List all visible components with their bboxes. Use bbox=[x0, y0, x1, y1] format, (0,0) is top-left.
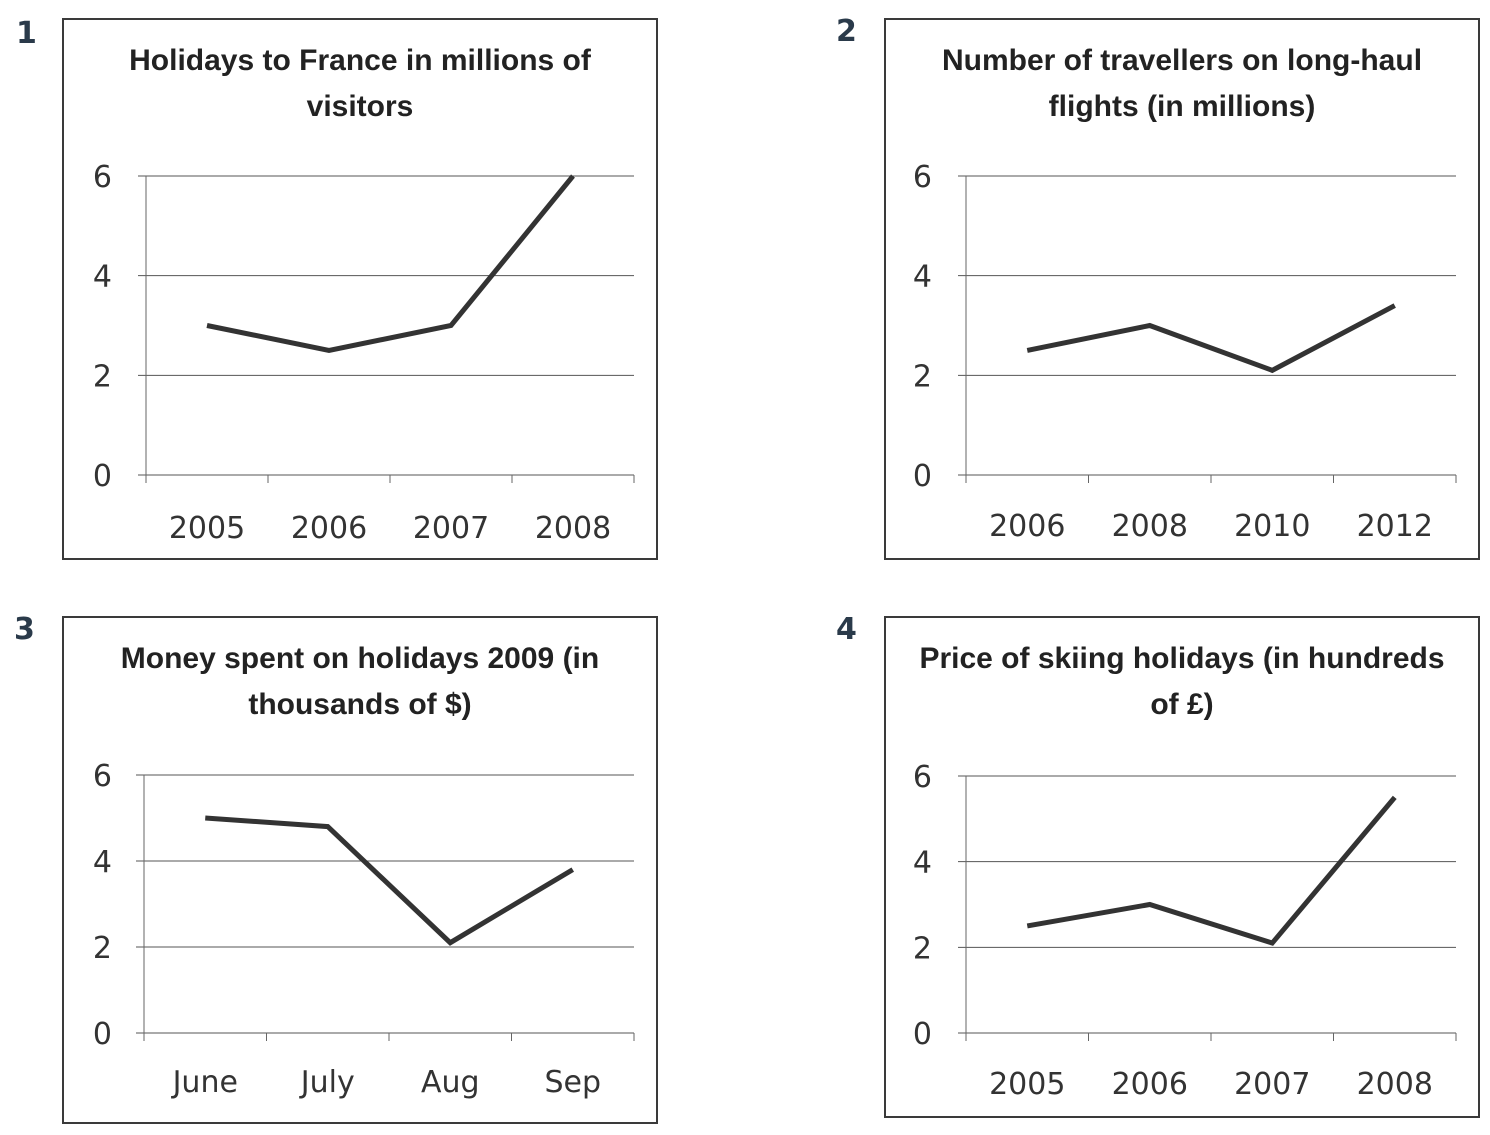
y-tick-label: 4 bbox=[913, 846, 932, 881]
chart-panel: Holidays to France in millions of visito… bbox=[62, 18, 658, 560]
chart-number: 4 bbox=[836, 612, 857, 647]
y-tick-label: 2 bbox=[913, 359, 932, 394]
x-tick-label: 2007 bbox=[413, 511, 489, 546]
x-tick-label: 2007 bbox=[1234, 1067, 1310, 1102]
chart-number: 2 bbox=[836, 14, 857, 49]
x-tick-label: 2005 bbox=[989, 1067, 1065, 1102]
x-tick-label: Sep bbox=[544, 1065, 601, 1100]
x-tick-label: 2008 bbox=[535, 511, 611, 546]
chart-title: Price of skiing holidays (in hundreds of… bbox=[919, 642, 1445, 721]
x-tick-label: Aug bbox=[421, 1065, 480, 1100]
y-tick-label: 4 bbox=[93, 260, 112, 295]
y-tick-label: 2 bbox=[93, 931, 112, 966]
chart-number: 3 bbox=[14, 612, 35, 647]
line-chart: 0 2 4 6 June July Aug Sep bbox=[93, 759, 635, 1100]
x-tick-label: 2006 bbox=[989, 509, 1065, 544]
series-line bbox=[1026, 795, 1397, 946]
chart-title: Holidays to France in millions of visito… bbox=[129, 44, 591, 123]
y-tick-label: 0 bbox=[913, 1017, 932, 1052]
series-line bbox=[1026, 303, 1396, 374]
chart-title: Money spent on holidays 2009 (in thousan… bbox=[120, 642, 600, 721]
y-tick-label: 6 bbox=[913, 760, 932, 795]
chart-panel: Price of skiing holidays (in hundreds of… bbox=[884, 616, 1480, 1118]
y-tick-label: 6 bbox=[93, 160, 112, 195]
x-tick-label: 2006 bbox=[291, 511, 367, 546]
chart-title: Number of travellers on long-haul flight… bbox=[941, 44, 1423, 123]
line-chart: 0 2 4 6 2005 2006 2007 2008 bbox=[913, 760, 1457, 1102]
x-tick-label: 2006 bbox=[1112, 1067, 1188, 1102]
chart-panel: Money spent on holidays 2009 (in thousan… bbox=[62, 616, 658, 1124]
y-tick-label: 0 bbox=[93, 1017, 112, 1052]
x-tick-label: 2010 bbox=[1234, 509, 1310, 544]
y-tick-label: 4 bbox=[93, 845, 112, 880]
chart-panel: Number of travellers on long-haul flight… bbox=[884, 18, 1480, 560]
x-tick-label: 2008 bbox=[1357, 1067, 1433, 1102]
y-tick-label: 4 bbox=[913, 260, 932, 295]
y-tick-label: 0 bbox=[93, 459, 112, 494]
series-line bbox=[205, 815, 575, 946]
y-tick-label: 0 bbox=[913, 459, 932, 494]
x-tick-label: 2008 bbox=[1112, 509, 1188, 544]
x-tick-label: 2012 bbox=[1357, 509, 1433, 544]
x-tick-label: June bbox=[171, 1065, 238, 1100]
series-line bbox=[206, 174, 575, 353]
y-tick-label: 2 bbox=[93, 359, 112, 394]
y-tick-label: 6 bbox=[913, 160, 932, 195]
line-chart: 0 2 4 6 2005 2006 2007 2008 bbox=[93, 160, 635, 546]
x-tick-label: 2005 bbox=[169, 511, 245, 546]
chart-number: 1 bbox=[16, 16, 37, 51]
line-chart: 0 2 4 6 2006 2008 2010 2012 bbox=[913, 160, 1457, 544]
x-tick-label: July bbox=[299, 1065, 355, 1100]
y-tick-label: 6 bbox=[93, 759, 112, 794]
y-tick-label: 2 bbox=[913, 931, 932, 966]
